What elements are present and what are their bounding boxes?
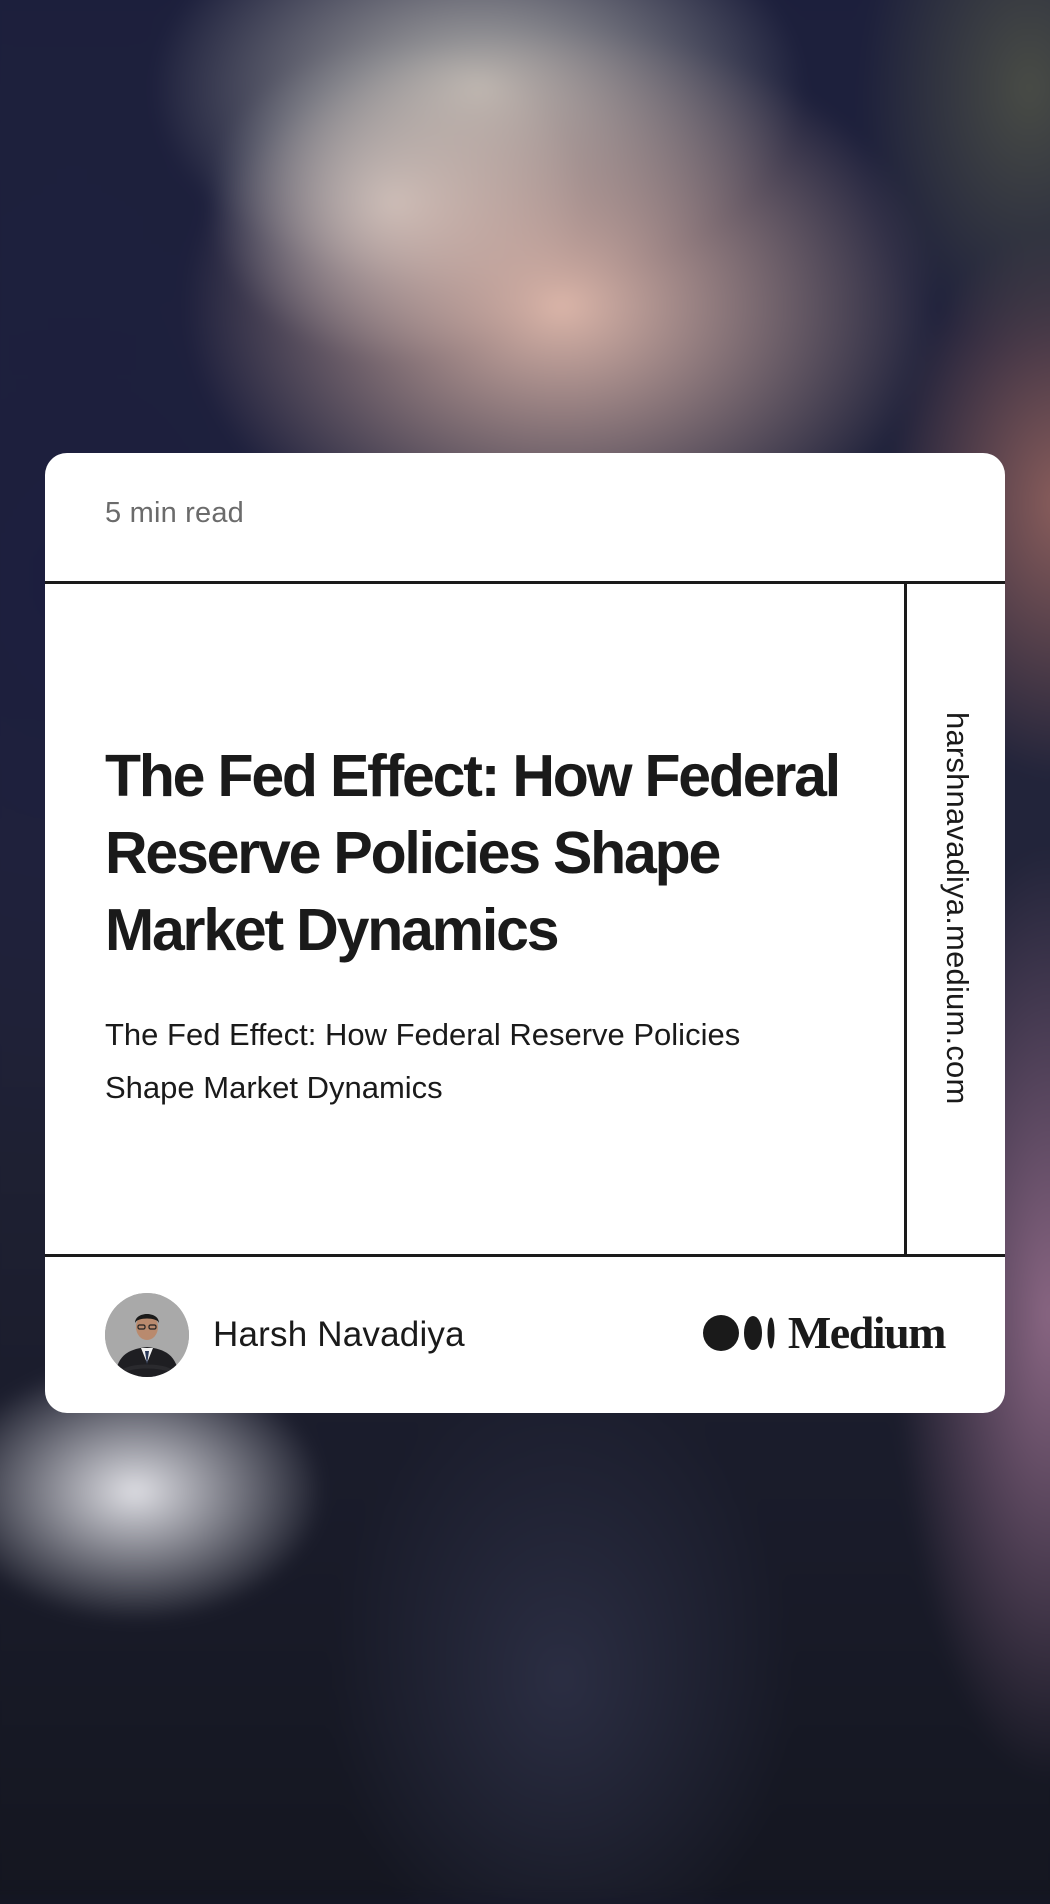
medium-brand[interactable]: Medium [702, 1307, 947, 1358]
card-footer: Harsh Navadiya Medium [45, 1254, 1005, 1413]
read-time: 5 min read [105, 497, 245, 529]
author-avatar[interactable] [105, 1293, 189, 1377]
medium-wordmark: Medium [787, 1307, 947, 1358]
author-name[interactable]: Harsh Navadiya [213, 1315, 465, 1354]
person-icon [105, 1293, 189, 1377]
medium-logo-icon [702, 1315, 775, 1351]
domain-label[interactable]: harshnavadiya.medium.com [940, 712, 975, 1105]
story-title[interactable]: The Fed Effect: How Federal Reserve Poli… [105, 743, 841, 963]
card-header: 5 min read [45, 453, 1005, 584]
domain-panel: harshnavadiya.medium.com [907, 584, 1005, 1254]
story-card[interactable]: 5 min read The Fed Effect: How Federal R… [45, 453, 1005, 1413]
story-subtitle: The Fed Effect: How Federal Reserve Poli… [105, 1017, 741, 1105]
card-body: The Fed Effect: How Federal Reserve Poli… [45, 584, 1005, 1254]
content-panel: The Fed Effect: How Federal Reserve Poli… [45, 584, 907, 1254]
